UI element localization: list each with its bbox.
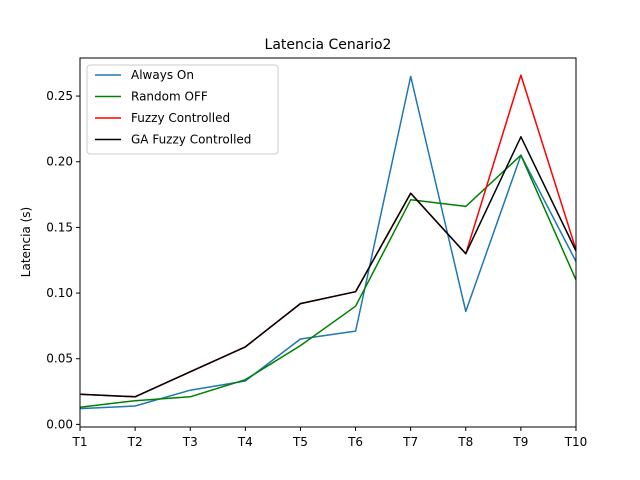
legend-label: Always On (131, 68, 194, 82)
legend-label: Random OFF (131, 90, 208, 104)
x-tick-label: T10 (564, 435, 588, 449)
x-tick-label: T4 (237, 435, 253, 449)
legend-box (86, 64, 279, 155)
plot-frame (79, 57, 577, 428)
legend-label: Fuzzy Controlled (131, 111, 230, 125)
series-line-random-off (79, 154, 577, 409)
x-tick-label: T9 (512, 435, 528, 449)
y-tick-label: 0.00 (46, 417, 73, 431)
chart-title: Latencia Cenario2 (265, 37, 392, 53)
x-tick-label: T6 (347, 435, 363, 449)
x-tick-label: T1 (72, 435, 88, 449)
legend-label: GA Fuzzy Controlled (131, 133, 251, 147)
x-tick-label: T7 (402, 435, 418, 449)
series-lines (79, 74, 577, 410)
y-tick-label: 0.25 (46, 89, 73, 103)
y-tick-label: 0.05 (46, 352, 73, 366)
y-tick-label: 0.20 (46, 155, 73, 169)
legend: Always On Random OFF Fuzzy Controlled GA Fu… (86, 64, 279, 155)
y-axis: 0.00 0.05 0.10 0.15 0.20 0.25 (46, 89, 80, 431)
y-tick-label: 0.15 (46, 220, 73, 234)
x-tick-label: T3 (182, 435, 198, 449)
x-tick-label: T5 (292, 435, 308, 449)
y-axis-label: Latencia (s) (19, 207, 33, 277)
series-line-ga-fuzzy-controlled (79, 136, 577, 398)
x-axis: T1 T2 T3 T4 T5 T6 T7 T8 T9 T10 (72, 427, 588, 449)
x-tick-label: T8 (457, 435, 473, 449)
x-tick-label: T2 (127, 435, 143, 449)
y-tick-label: 0.10 (46, 286, 73, 300)
